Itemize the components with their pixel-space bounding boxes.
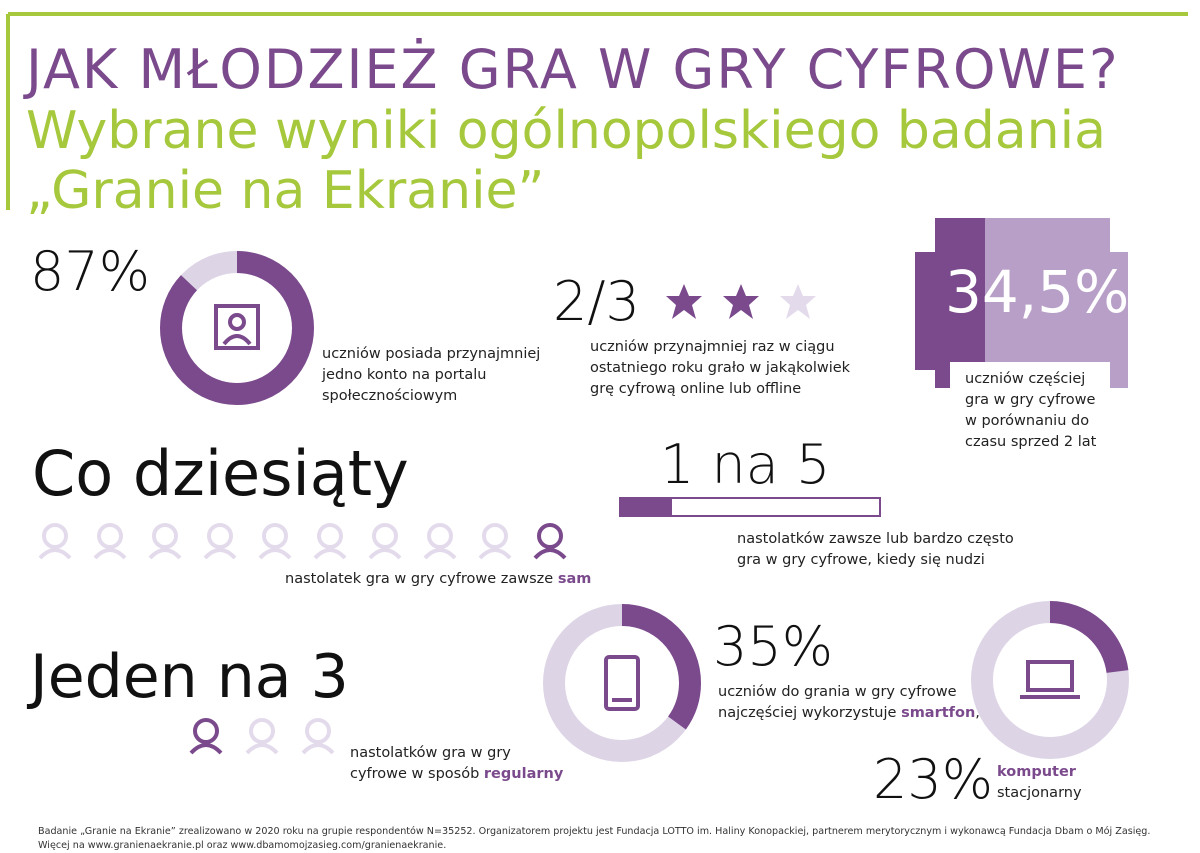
- caption: grę cyfrową online lub offline: [590, 381, 801, 397]
- person-body: [203, 548, 237, 560]
- people: [38, 523, 567, 560]
- person-head: [427, 523, 453, 549]
- person-body: [148, 548, 182, 560]
- subtitle: Wybrane wyniki ogólnopolskiego badania: [26, 101, 1106, 161]
- person-body: [258, 548, 292, 560]
- phone-icon: [604, 655, 640, 711]
- person-head: [152, 523, 178, 549]
- emphasis: sam: [558, 571, 592, 587]
- stat: 34,5%: [945, 258, 1129, 326]
- caption-text: ,: [975, 705, 980, 721]
- footer: Więcej na www.granienaekranie.pl oraz ww…: [38, 840, 446, 851]
- person-head: [537, 523, 563, 549]
- pixel-block: [985, 218, 1128, 388]
- cutout: [950, 362, 1110, 462]
- caption: uczniów do grania w gry cyfrowe: [718, 684, 957, 700]
- stat: 1 na 5: [660, 433, 830, 496]
- person-body: [38, 548, 72, 560]
- bar-fill: [620, 498, 672, 516]
- caption: ostatniego roku grało w jakąkolwiek: [590, 360, 851, 376]
- person-head: [317, 523, 343, 549]
- caption: jedno konto na portalu: [321, 367, 486, 383]
- donut-arc: [543, 604, 701, 762]
- caption: uczniów posiada przynajmniej: [322, 346, 540, 362]
- stat: 2/3: [553, 270, 640, 333]
- caption-text: najczęściej wykorzystuje: [718, 705, 901, 721]
- person-body: [93, 548, 127, 560]
- person-head: [305, 718, 331, 744]
- donut-arc: [160, 251, 314, 405]
- stat: 87%: [30, 240, 150, 303]
- person-head: [372, 523, 398, 549]
- person-head: [193, 718, 219, 744]
- person-body: [423, 548, 457, 560]
- caption: stacjonarny: [997, 785, 1082, 801]
- footer: Badanie „Granie na Ekranie” zrealizowano…: [38, 825, 1150, 837]
- person-body: [189, 743, 223, 755]
- caption: uczniów przynajmniej raz w ciągu: [590, 339, 835, 355]
- person-body: [533, 548, 567, 560]
- stat: 23%: [873, 748, 993, 811]
- stat: Jeden na 3: [26, 642, 349, 712]
- donut-arc: [971, 601, 1129, 759]
- person-body: [368, 548, 402, 560]
- person-body: [313, 548, 347, 560]
- computer-icon: [1020, 660, 1080, 699]
- person-head: [249, 718, 275, 744]
- stat: 35%: [713, 615, 833, 678]
- caption: czasu sprzed 2 lat: [965, 434, 1097, 450]
- person-head: [207, 523, 233, 549]
- caption-text: cyfrowe w sposób: [350, 766, 484, 782]
- emphasis: smartfon: [901, 705, 975, 721]
- caption: nastolatków gra w gry: [350, 745, 511, 761]
- person-head: [97, 523, 123, 549]
- emphasis: regularny: [484, 766, 564, 782]
- person-head: [42, 523, 68, 549]
- pixel-block: [915, 218, 985, 388]
- person-body: [301, 743, 335, 755]
- caption-text: nastolatek gra w gry cyfrowe zawsze: [285, 571, 558, 587]
- stat: Co dziesiąty: [32, 437, 409, 510]
- caption: społecznościowym: [322, 388, 457, 404]
- title: JAK MŁODZIEŻ GRA W GRY CYFROWE?: [23, 38, 1120, 101]
- caption: cyfrowe w sposób regularny: [350, 766, 564, 782]
- caption: w porównaniu do: [965, 413, 1089, 429]
- people: [189, 718, 335, 755]
- person-body: [478, 548, 512, 560]
- caption: uczniów częściej: [965, 371, 1085, 387]
- caption: najczęściej wykorzystuje smartfon,: [718, 705, 980, 721]
- caption: nastolatków zawsze lub bardzo często: [737, 531, 1014, 547]
- picture-icon: [214, 304, 260, 350]
- caption: gra w gry cyfrowe: [965, 392, 1096, 408]
- subtitle: „Granie na Ekranie”: [26, 161, 544, 221]
- person-head: [262, 523, 288, 549]
- stars: [666, 284, 816, 319]
- person-body: [245, 743, 279, 755]
- caption: gra w gry cyfrowe, kiedy się nudzi: [737, 552, 985, 568]
- emphasis: komputer: [997, 764, 1077, 780]
- person-head: [482, 523, 508, 549]
- caption: nastolatek gra w gry cyfrowe zawsze sam: [285, 571, 591, 587]
